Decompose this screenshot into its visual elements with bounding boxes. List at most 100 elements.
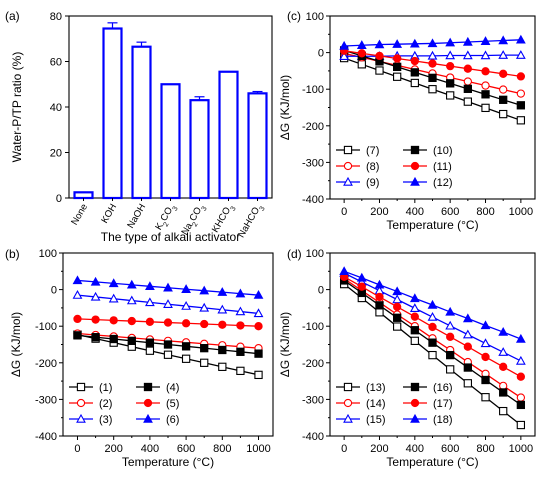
- data-point: [72, 289, 83, 299]
- data-point: [181, 284, 191, 293]
- legend-label: (14): [366, 398, 386, 410]
- data-point: [145, 346, 155, 355]
- x-tick-label: 600: [441, 443, 459, 455]
- data-point: [218, 345, 227, 355]
- bar: [189, 99, 210, 200]
- y-tick-label: -100: [35, 321, 57, 333]
- x-tick-label: 600: [177, 443, 195, 455]
- x-axis-label: Temperature (°C): [386, 455, 478, 469]
- data-point: [375, 66, 384, 75]
- data-point: [181, 300, 191, 310]
- y-tick-label: -300: [35, 394, 57, 406]
- data-point: [163, 318, 173, 327]
- y-tick-label: -100: [302, 321, 324, 333]
- data-point: [481, 393, 490, 402]
- x-tick-label: 1000: [509, 443, 533, 455]
- legend-marker: [76, 382, 86, 392]
- data-point: [516, 116, 526, 125]
- data-point: [515, 50, 526, 59]
- data-point: [392, 39, 403, 48]
- data-point: [392, 294, 403, 304]
- data-point: [357, 282, 366, 291]
- x-tick-label: KOH: [99, 202, 119, 225]
- data-point: [410, 336, 419, 345]
- data-point: [409, 293, 420, 303]
- legend-marker: [343, 398, 353, 408]
- data-point: [181, 342, 191, 351]
- y-tick-label: 0: [56, 193, 62, 205]
- y-tick-label: 100: [306, 11, 324, 23]
- data-point: [393, 302, 402, 311]
- y-tick-label: 0: [51, 285, 57, 297]
- data-point: [339, 266, 350, 276]
- data-point: [90, 276, 101, 286]
- data-point: [462, 36, 473, 46]
- legend-marker: [343, 176, 353, 186]
- legend-marker: [410, 161, 420, 171]
- data-point: [515, 333, 526, 343]
- data-point: [481, 81, 490, 90]
- data-point: [499, 69, 508, 78]
- y-tick-label: -400: [302, 194, 324, 206]
- data-point: [515, 355, 526, 365]
- data-point: [516, 393, 526, 402]
- data-point: [218, 320, 227, 329]
- panel-label: (d): [287, 247, 302, 261]
- y-tick-label: -300: [302, 394, 324, 406]
- data-point: [409, 38, 420, 48]
- legend-label: (1): [99, 382, 112, 394]
- data-point: [463, 342, 472, 351]
- y-tick-label: 100: [39, 248, 57, 260]
- y-tick-label: -300: [302, 157, 324, 169]
- data-point: [516, 420, 526, 430]
- data-point: [126, 279, 137, 289]
- legend-marker: [343, 413, 353, 423]
- data-point: [427, 50, 438, 60]
- data-point: [217, 287, 228, 296]
- y-tick-label: -200: [302, 358, 324, 370]
- data-point: [481, 90, 490, 99]
- y-tick-label: 40: [50, 102, 62, 114]
- data-point: [498, 50, 509, 59]
- data-point: [181, 354, 191, 363]
- data-point: [428, 73, 437, 83]
- data-point: [90, 291, 101, 301]
- x-tick-label: 800: [476, 443, 494, 455]
- x-tick-label: None: [69, 202, 90, 227]
- data-point: [236, 321, 245, 330]
- x-tick-label: 0: [341, 206, 347, 218]
- data-point: [410, 68, 419, 77]
- data-point: [498, 347, 509, 356]
- legend-marker: [143, 398, 153, 408]
- data-point: [463, 77, 472, 86]
- y-tick-label: 0: [318, 48, 324, 60]
- panel-label: (b): [5, 247, 20, 261]
- data-point: [446, 91, 455, 100]
- y-tick-label: 80: [50, 11, 62, 23]
- legend-marker: [76, 398, 86, 408]
- data-point: [127, 336, 136, 345]
- data-point: [374, 279, 385, 289]
- legend-marker: [410, 413, 420, 423]
- data-point: [428, 350, 437, 360]
- legend-label: (2): [99, 398, 112, 410]
- data-point: [393, 322, 402, 331]
- data-point: [356, 272, 367, 282]
- data-point: [463, 379, 472, 388]
- data-point: [516, 89, 526, 98]
- legend-marker: [343, 145, 353, 155]
- data-point: [375, 301, 384, 310]
- y-tick-label: -100: [302, 84, 324, 96]
- x-axis-label: The type of alkali activator: [101, 230, 240, 244]
- data-point: [480, 36, 491, 45]
- data-point: [375, 308, 384, 317]
- data-point: [145, 281, 155, 291]
- data-point: [145, 338, 155, 347]
- y-tick-label: -200: [35, 358, 57, 370]
- data-point: [200, 358, 209, 367]
- x-tick-label: 0: [341, 443, 347, 455]
- legend-label: (15): [366, 414, 386, 426]
- data-point: [200, 344, 209, 353]
- data-point: [499, 85, 508, 94]
